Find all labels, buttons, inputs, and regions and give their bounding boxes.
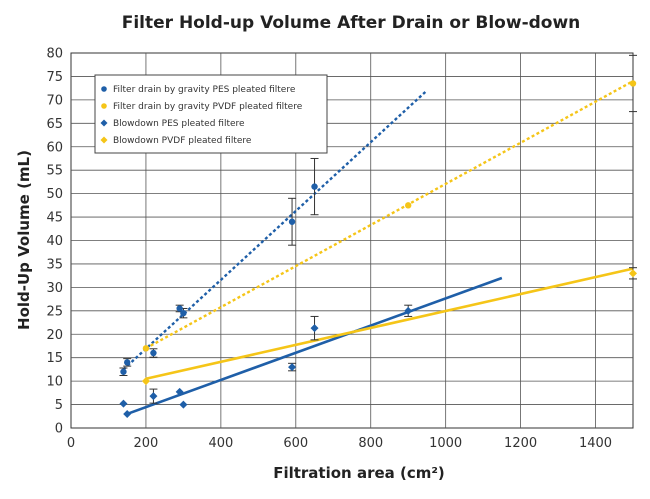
y-tick-label: 45 bbox=[46, 211, 63, 226]
legend-box bbox=[94, 74, 328, 154]
point-series-0 bbox=[180, 309, 187, 317]
y-tick-label: 35 bbox=[46, 257, 63, 272]
legend-marker-3 bbox=[100, 136, 108, 144]
x-tick-label: 1400 bbox=[579, 436, 612, 451]
point-series-2 bbox=[288, 363, 297, 372]
y-tick-label: 55 bbox=[46, 164, 63, 179]
trendline-series-1 bbox=[145, 80, 634, 350]
trendline-series-2 bbox=[126, 276, 503, 416]
point-series-2 bbox=[119, 399, 128, 408]
x-tick-label: 1200 bbox=[504, 436, 537, 451]
legend: Filter drain by gravity PES pleated filt… bbox=[94, 74, 328, 154]
legend-marker-0 bbox=[101, 86, 107, 92]
legend-marker-1 bbox=[101, 103, 107, 109]
point-series-3 bbox=[141, 377, 150, 386]
x-tick-label: 0 bbox=[67, 436, 75, 451]
y-tick-label: 60 bbox=[46, 140, 63, 155]
y-tick-label: 80 bbox=[46, 47, 63, 62]
point-series-2 bbox=[179, 400, 188, 409]
y-tick-label: 0 bbox=[55, 422, 63, 437]
point-series-0 bbox=[150, 349, 157, 357]
y-tick-label: 40 bbox=[46, 234, 63, 249]
point-series-2 bbox=[310, 324, 319, 333]
point-series-3 bbox=[629, 269, 637, 278]
point-series-0 bbox=[120, 368, 127, 375]
chart-title: Filter Hold-up Volume After Drain or Blo… bbox=[122, 13, 581, 33]
legend-items: Filter drain by gravity PES pleated filt… bbox=[100, 85, 303, 146]
x-tick-label: 200 bbox=[134, 436, 159, 451]
point-series-2 bbox=[149, 392, 158, 401]
point-series-2 bbox=[123, 409, 132, 418]
y-tick-label: 25 bbox=[46, 304, 63, 319]
point-series-1 bbox=[142, 345, 150, 352]
trendline-series-3 bbox=[145, 267, 634, 381]
point-series-1 bbox=[405, 202, 412, 209]
point-series-0 bbox=[288, 218, 296, 225]
y-axis-label: Hold-Up Volume (mL) bbox=[15, 150, 33, 330]
y-tick-label: 20 bbox=[46, 328, 63, 343]
x-axis-ticks: 0 200 400 600 800 1000 1200 1400 bbox=[67, 436, 612, 451]
x-tick-label: 400 bbox=[208, 436, 233, 451]
y-tick-label: 65 bbox=[46, 117, 63, 132]
point-series-2 bbox=[175, 387, 184, 396]
legend-label-1: Filter drain by gravity PVDF pleated fil… bbox=[113, 102, 303, 112]
point-series-1 bbox=[629, 80, 637, 87]
y-tick-label: 70 bbox=[46, 93, 63, 108]
y-tick-label: 10 bbox=[46, 375, 63, 390]
point-series-0 bbox=[176, 305, 183, 312]
data-points bbox=[119, 80, 637, 418]
legend-label-3: Blowdown PVDF pleated filtere bbox=[113, 136, 252, 146]
legend-label-2: Blowdown PES pleated filtere bbox=[113, 119, 245, 129]
x-tick-label: 800 bbox=[358, 436, 383, 451]
trendline-series-0 bbox=[122, 89, 428, 371]
point-series-0 bbox=[124, 359, 131, 366]
legend-marker-2 bbox=[100, 119, 108, 127]
y-axis-ticks: 0 5 10 15 20 25 30 35 40 45 50 55 60 65 70 75 80 bbox=[46, 47, 63, 437]
error-bars bbox=[119, 54, 637, 404]
y-tick-label: 5 bbox=[55, 398, 63, 413]
point-series-2 bbox=[404, 306, 413, 315]
y-tick-label: 30 bbox=[46, 281, 63, 296]
trendlines bbox=[122, 80, 634, 416]
y-tick-label: 15 bbox=[46, 351, 63, 366]
y-tick-label: 75 bbox=[46, 70, 63, 85]
point-series-0 bbox=[311, 183, 318, 190]
x-axis-label: Filtration area (cm²) bbox=[273, 464, 445, 482]
x-tick-label: 1000 bbox=[429, 436, 462, 451]
x-tick-label: 600 bbox=[283, 436, 308, 451]
legend-label-0: Filter drain by gravity PES pleated filt… bbox=[113, 85, 296, 95]
y-tick-label: 50 bbox=[46, 187, 63, 202]
